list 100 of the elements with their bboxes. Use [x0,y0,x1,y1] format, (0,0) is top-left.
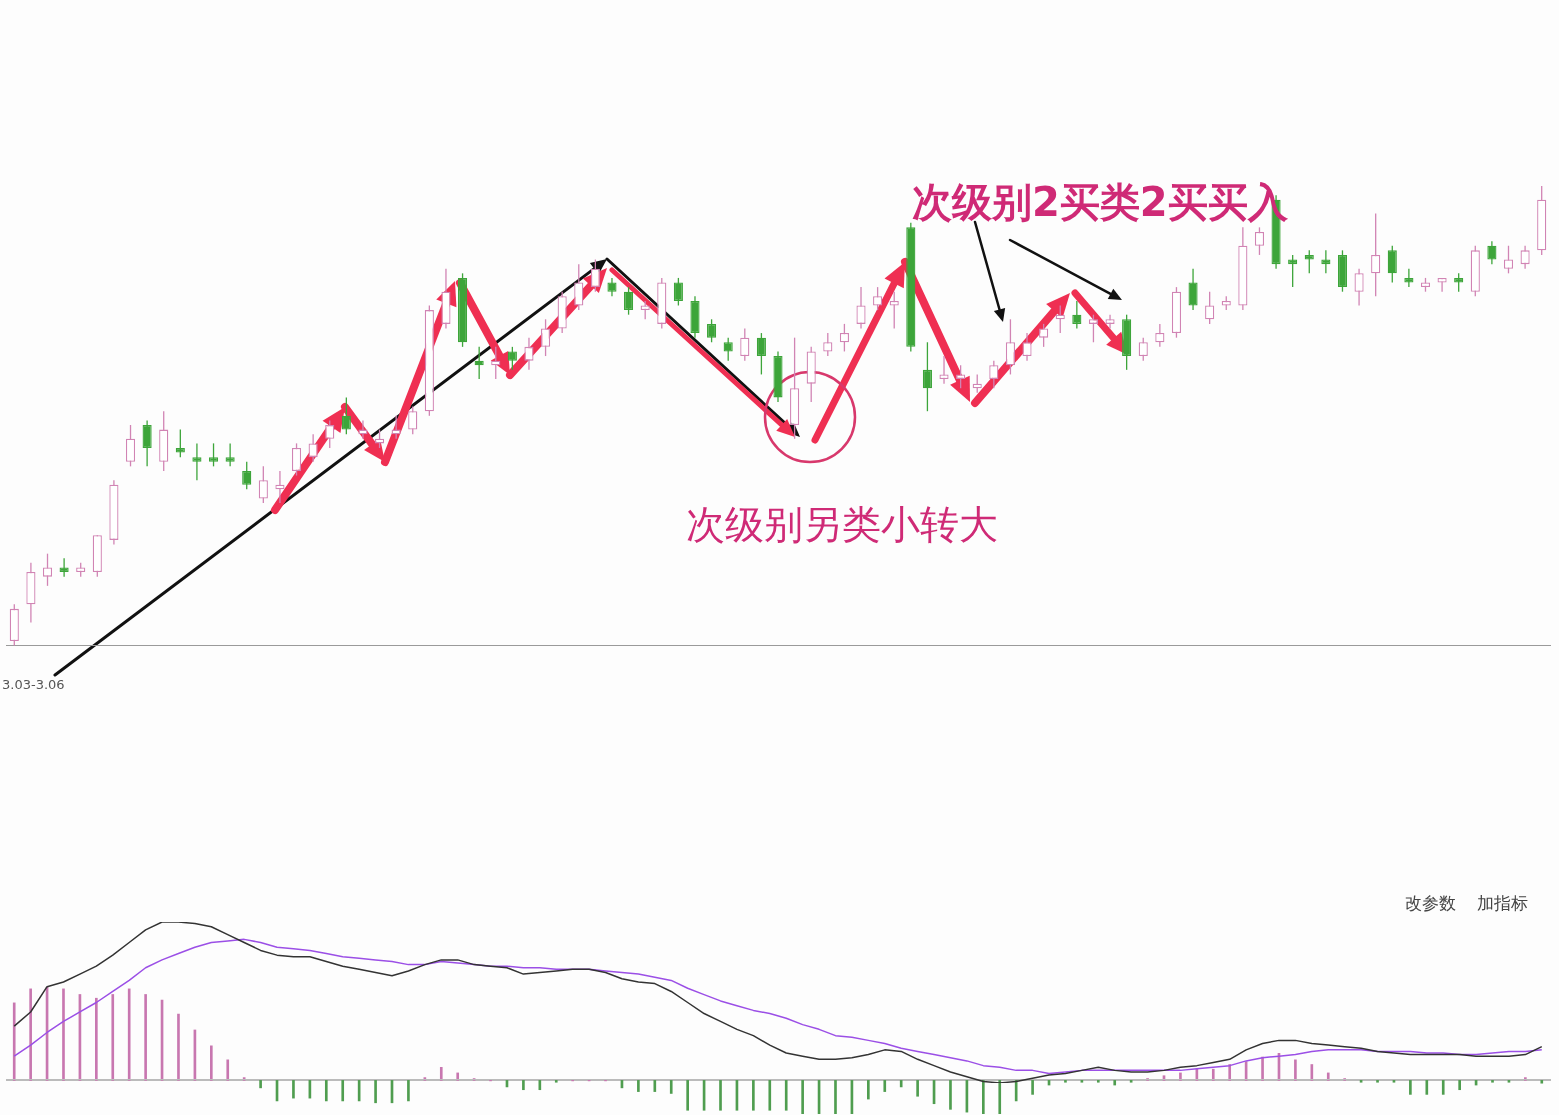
candlestick [391,415,401,440]
candlestick [507,346,517,371]
bar [95,997,98,1081]
candlestick [1371,212,1381,297]
candlestick [1437,277,1447,293]
candlestick [873,286,883,311]
candlestick [756,332,766,376]
bar [1113,1080,1117,1086]
bar [1441,1080,1445,1095]
bar [12,1002,16,1081]
candlestick [1288,254,1298,288]
candlestick [856,286,866,330]
candlestick [1039,323,1049,348]
bar [554,1080,558,1083]
bar [1096,1080,1100,1083]
bar [324,1080,328,1102]
candlestick [1005,318,1015,376]
candlestick [839,323,849,353]
candlestick [291,442,302,477]
bar [407,1080,410,1102]
bar [949,1080,952,1110]
bar [374,1080,377,1104]
bar [1409,1080,1412,1095]
candlestick [192,442,202,481]
candlestick [707,318,717,343]
bar [686,1080,689,1111]
candlestick [1055,304,1065,334]
candlestick [1404,268,1414,288]
candlestick [1155,323,1165,348]
candlestick [341,396,351,435]
candlestick [474,346,484,380]
candlestick [1205,291,1215,325]
text: 加指标 [1477,893,1528,913]
candlestick [59,557,69,578]
bar [719,1080,722,1111]
candlestick [1072,300,1082,330]
bar [768,1080,772,1111]
bar [899,1080,903,1088]
candlestick [889,291,899,330]
candlestick [922,341,932,412]
candlestick [408,405,418,435]
bar [669,1080,673,1094]
bar [1211,1068,1215,1081]
candlestick [308,433,318,463]
bar [522,1080,525,1091]
bar [1458,1080,1461,1091]
text: 改参数 [1405,893,1456,913]
candlestick [225,442,235,468]
bar [177,1013,180,1081]
bar [1540,1080,1544,1084]
candlestick [275,470,285,504]
bar [801,1080,804,1114]
bar [1179,1072,1182,1081]
candlestick [1188,268,1198,311]
candlestick [939,355,949,385]
candlestick [208,442,219,468]
bar [834,1080,837,1114]
candlestick [541,318,551,357]
candlestick [325,419,335,449]
bar [144,994,147,1081]
bar [1294,1059,1297,1081]
candlestick [358,419,368,440]
candlestick [956,364,966,389]
candlestick [1321,249,1331,274]
candlestick [175,428,185,458]
candlestick [673,277,683,307]
bar [1326,1072,1330,1081]
bar [209,1045,213,1081]
bar [292,1080,295,1099]
text: 3.03-3.06 [2,677,65,692]
candlestick [1304,249,1314,274]
bar [1064,1080,1067,1083]
bar [916,1080,919,1097]
candlestick [624,286,634,316]
bar [62,988,65,1081]
bar [784,1080,788,1111]
bar [226,1059,230,1081]
bar [439,1066,443,1081]
candlestick [1022,332,1032,362]
bar [127,988,131,1081]
candlestick [42,553,53,587]
bar [752,1080,755,1111]
bar [242,1077,246,1081]
candlestick [491,346,501,380]
bar [1228,1064,1232,1081]
annotation: 次级别另类小转大 [686,502,998,547]
bar [883,1080,887,1092]
candlestick [1454,272,1464,293]
bar [867,1080,870,1100]
bar [1524,1077,1527,1081]
annotation: 次级别2买类2买买入 [912,179,1288,225]
candlestick [1503,245,1514,274]
bar [1031,1080,1034,1095]
candlestick [989,360,999,389]
bar [1376,1080,1379,1083]
candlestick [1254,226,1265,256]
candlestick [1387,245,1397,284]
bar [1425,1080,1429,1095]
bar [456,1072,460,1081]
candlestick [640,300,650,320]
